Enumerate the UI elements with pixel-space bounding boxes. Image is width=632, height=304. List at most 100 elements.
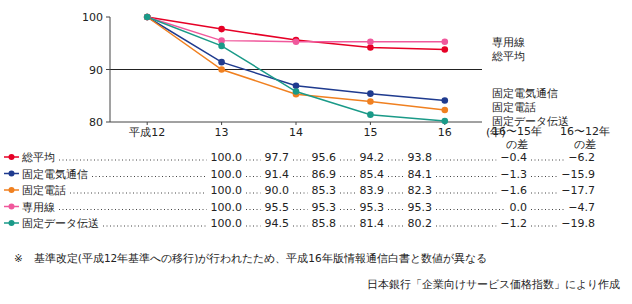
leader <box>293 226 308 227</box>
series-marker <box>144 14 151 21</box>
table-value: 100.0 <box>211 217 243 230</box>
leader <box>70 193 207 194</box>
y-tick <box>106 69 110 70</box>
table-diff: −17.7 <box>561 184 595 197</box>
series-marker <box>367 98 374 105</box>
x-tick <box>221 122 222 125</box>
legend-label: 総平均 <box>21 151 55 164</box>
table-value: 93.8 <box>408 151 433 164</box>
leader <box>246 209 261 210</box>
series-marker <box>442 38 449 45</box>
leader <box>59 209 207 210</box>
table-value: 91.4 <box>265 168 290 181</box>
leader <box>388 226 404 227</box>
plot-area <box>144 14 448 125</box>
table-value: 100.0 <box>211 201 243 214</box>
legend-label: 固定電話 <box>22 184 66 197</box>
legend-marker <box>9 220 15 226</box>
legend-marker <box>9 204 15 210</box>
leader <box>340 226 356 227</box>
leader <box>293 193 308 194</box>
legend-marker <box>9 187 15 193</box>
y-tick-label: 100 <box>82 11 103 24</box>
x-tick-label: 15 <box>363 126 377 139</box>
leader <box>436 176 496 177</box>
series-line <box>147 17 445 110</box>
table-value: 82.3 <box>408 184 433 197</box>
table-value: 95.3 <box>312 201 337 214</box>
table-diff: −1.6 <box>500 184 527 197</box>
table-value: 85.8 <box>312 217 337 230</box>
y-axis <box>110 17 111 122</box>
table-header: の差 <box>506 138 528 151</box>
leader <box>293 176 308 177</box>
leader <box>246 160 261 161</box>
leader <box>531 209 564 210</box>
series-marker <box>367 90 374 97</box>
table-value: 90.0 <box>265 184 290 197</box>
series-marker <box>293 82 300 89</box>
table-value: 81.4 <box>360 217 385 230</box>
y-tick-label: 80 <box>89 116 103 129</box>
table-header: 16〜15年 <box>492 125 542 138</box>
x-tick <box>147 122 148 125</box>
leader <box>293 160 308 161</box>
leader <box>340 176 356 177</box>
table-value: 84.1 <box>408 168 433 181</box>
series-marker <box>144 14 151 21</box>
table-value: 95.3 <box>408 201 433 214</box>
x-tick-label: 13 <box>215 126 229 139</box>
leader <box>293 209 308 210</box>
leader <box>340 160 356 161</box>
leader <box>340 193 356 194</box>
table-diff: −6.2 <box>568 151 595 164</box>
note: ※ 基準改定(平成12年基準への移行)が行われたため、平成16年版情報通信白書と… <box>14 252 487 264</box>
table-value: 80.2 <box>408 217 433 230</box>
legend-label: 固定データ伝送 <box>22 217 99 230</box>
table-value: 95.6 <box>312 151 337 164</box>
source: 日本銀行「企業向けサービス価格指数」により作成 <box>367 278 620 291</box>
table-value: 100.0 <box>211 168 243 181</box>
x-tick <box>296 122 297 125</box>
leader <box>92 176 207 177</box>
table-header: の差 <box>574 138 596 151</box>
series-line <box>147 17 445 121</box>
table-diff: −15.9 <box>561 168 595 181</box>
y-tick <box>106 122 110 123</box>
series-end-label: 専用線 <box>492 36 525 49</box>
y-tick <box>106 17 110 18</box>
x-tick <box>370 122 371 125</box>
leader <box>103 226 207 227</box>
series-end-label: 総平均 <box>491 50 525 63</box>
series-marker <box>367 111 374 118</box>
leader <box>531 160 564 161</box>
series-marker <box>442 118 449 125</box>
series-marker <box>144 14 151 21</box>
x-tick-label: 平成12 <box>129 126 165 139</box>
table-value: 86.9 <box>312 168 337 181</box>
table-value: 100.0 <box>211 151 243 164</box>
series-marker <box>442 46 449 53</box>
leader <box>531 193 557 194</box>
table-value: 94.5 <box>265 217 290 230</box>
series-marker <box>218 26 225 33</box>
series-line <box>147 17 445 100</box>
table-header: 16〜12年 <box>560 125 610 138</box>
series-marker <box>442 97 449 104</box>
table-diff: −1.3 <box>500 168 527 181</box>
table-diff: 0.0 <box>510 201 528 214</box>
leader <box>246 226 261 227</box>
table-diff: −4.7 <box>568 201 595 214</box>
leader <box>531 226 557 227</box>
table-value: 85.4 <box>360 168 385 181</box>
y-tick-label: 90 <box>89 64 103 77</box>
series-end-label: 固定電話 <box>492 101 536 114</box>
series-marker <box>442 107 449 114</box>
leader <box>436 160 496 161</box>
table-value: 83.9 <box>360 184 385 197</box>
series-marker <box>293 88 300 95</box>
table-value: 97.7 <box>265 151 290 164</box>
x-tick-label: 16 <box>438 126 452 139</box>
leader <box>388 160 404 161</box>
table-value: 85.3 <box>312 184 337 197</box>
